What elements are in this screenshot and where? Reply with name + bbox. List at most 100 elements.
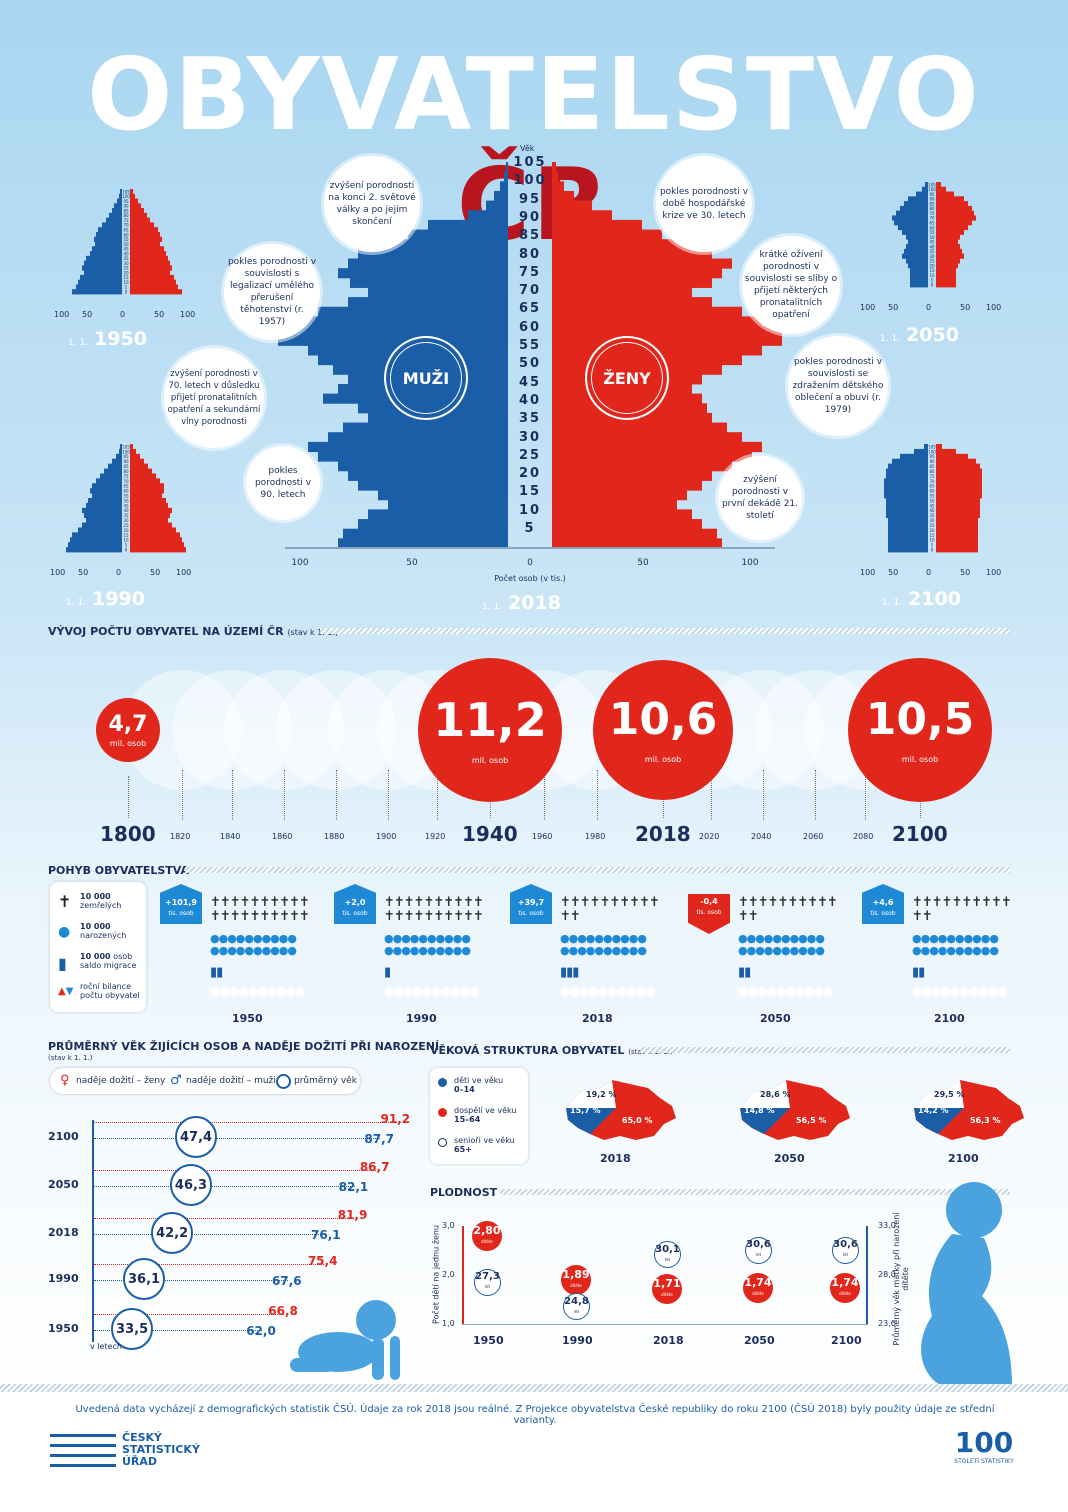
age-tick: 95 (518, 191, 542, 207)
male-bar (82, 265, 122, 271)
female-bar (552, 538, 722, 549)
female-bar (552, 432, 742, 443)
female-bar (936, 527, 978, 533)
balance-up-arrow (160, 884, 202, 924)
female-bar (552, 461, 732, 472)
male-bar (76, 284, 122, 290)
male-bar (884, 488, 928, 494)
male-bar (892, 215, 928, 221)
female-bar (936, 210, 974, 216)
death-icons: ✝✝✝✝✝✝✝✝✝✝ (210, 895, 310, 910)
female-label: ŽENY (585, 336, 669, 420)
male-bar (66, 547, 122, 553)
female-bar (936, 277, 956, 283)
small-pyramid-1990: 1051009590858075706560555045403530252015… (66, 444, 186, 553)
male-bar (358, 480, 508, 491)
balance-arrows-icon: ▲▼ (58, 986, 74, 997)
x-tick: 50 (82, 310, 93, 319)
male-bar (886, 473, 928, 479)
person-icon: ▮ (58, 954, 67, 973)
female-bar (552, 306, 742, 317)
female-bar (552, 239, 692, 250)
female-bar (130, 517, 168, 523)
female-bar (936, 458, 976, 465)
age-tick: 65 (123, 484, 129, 489)
adult-pct: 56,5 % (796, 1116, 827, 1125)
timeline-tick (437, 770, 438, 820)
female-bar (552, 219, 642, 231)
woman-icon: ♀ (60, 1073, 70, 1088)
male-bar (902, 229, 928, 235)
male-bar (328, 432, 508, 443)
age-tick: 30 (929, 518, 935, 523)
age-tick: 90 (123, 459, 129, 464)
female-line (94, 1218, 354, 1219)
female-bar (130, 227, 158, 233)
timeline-year: 1980 (585, 832, 606, 841)
age-tick: 105 (122, 189, 130, 194)
female-bar (130, 512, 170, 519)
left-tick: 1,0 (442, 1319, 455, 1328)
female-bar (936, 488, 982, 494)
female-bar (130, 527, 176, 533)
age-tick: 95 (929, 192, 935, 197)
male-line (94, 1138, 381, 1139)
movement-year: 2050 (760, 1012, 791, 1025)
population-unit: mil. osob (644, 754, 682, 764)
female-value: 75,4 (307, 1254, 338, 1268)
male-bar (119, 193, 122, 199)
age-tick: 0 (125, 290, 128, 295)
average-age-ring: 46,3 (169, 1164, 212, 1206)
female-bar (936, 253, 964, 259)
age-tick: 70 (518, 283, 542, 299)
fertility-year: 2018 (653, 1334, 684, 1347)
czech-map (914, 1080, 1024, 1140)
female-bar (130, 189, 133, 195)
female-bar (936, 244, 960, 250)
population-circle: 11,2 mil. osob (418, 658, 562, 802)
male-bar (428, 219, 508, 231)
male-bar (86, 517, 122, 523)
population-title: VÝVOJ POČTU OBYVATEL NA ÚZEMÍ ČR (stav k… (48, 625, 339, 638)
male-bar (86, 255, 122, 261)
adult-pct: 56,3 % (970, 1116, 1001, 1125)
female-bar (552, 451, 752, 462)
female-bar (130, 537, 182, 543)
annotation-bubble: pokles porodnosti v době hospodářské kri… (656, 156, 752, 252)
x-axis-label: Počet osob (v tis.) (494, 574, 566, 583)
male-bar (906, 234, 928, 240)
population-unit: mil. osob (901, 754, 939, 764)
age-tick: 95 (123, 454, 129, 459)
male-bar (86, 502, 122, 509)
structure-year: 2050 (774, 1152, 805, 1165)
male-bar (338, 461, 508, 472)
age-tick: 50 (123, 498, 129, 503)
annotation-bubble: zvýšení porodnosti v 70. letech v důsled… (164, 348, 264, 448)
czech-map (566, 1080, 676, 1140)
age-tick: 90 (123, 204, 129, 209)
male-bar (494, 190, 508, 202)
right-tick: 23,0 (878, 1319, 896, 1328)
structure-legend: děti ve věku 0–14 dospělí ve věku 15–64 se… (430, 1068, 528, 1164)
average-age-ring: 33,5 (111, 1308, 154, 1350)
timeline-year: 1840 (220, 832, 241, 841)
male-bar (84, 260, 122, 266)
fertility-year: 2100 (831, 1334, 862, 1347)
x-tick: 0 (926, 568, 932, 577)
fertility-year: 1990 (562, 1334, 593, 1347)
ring-icon (276, 1074, 291, 1089)
footer-note: Uvedená data vycházejí z demografických … (75, 1404, 995, 1426)
male-bar (884, 478, 928, 484)
age-tick: 85 (123, 464, 129, 469)
age-tick: 80 (123, 469, 129, 474)
female-bar (936, 478, 982, 484)
child-region (740, 1108, 790, 1134)
age-tick: 45 (518, 374, 542, 390)
age-tick: 25 (929, 523, 935, 528)
female-bar (552, 470, 712, 481)
age-tick: 30 (929, 254, 935, 259)
male-bar (94, 236, 122, 242)
population-circle: 10,5 mil. osob (848, 658, 992, 802)
fertility-rate-circle: 1,89 dítěte (561, 1265, 591, 1296)
age-tick: 30 (123, 518, 129, 523)
